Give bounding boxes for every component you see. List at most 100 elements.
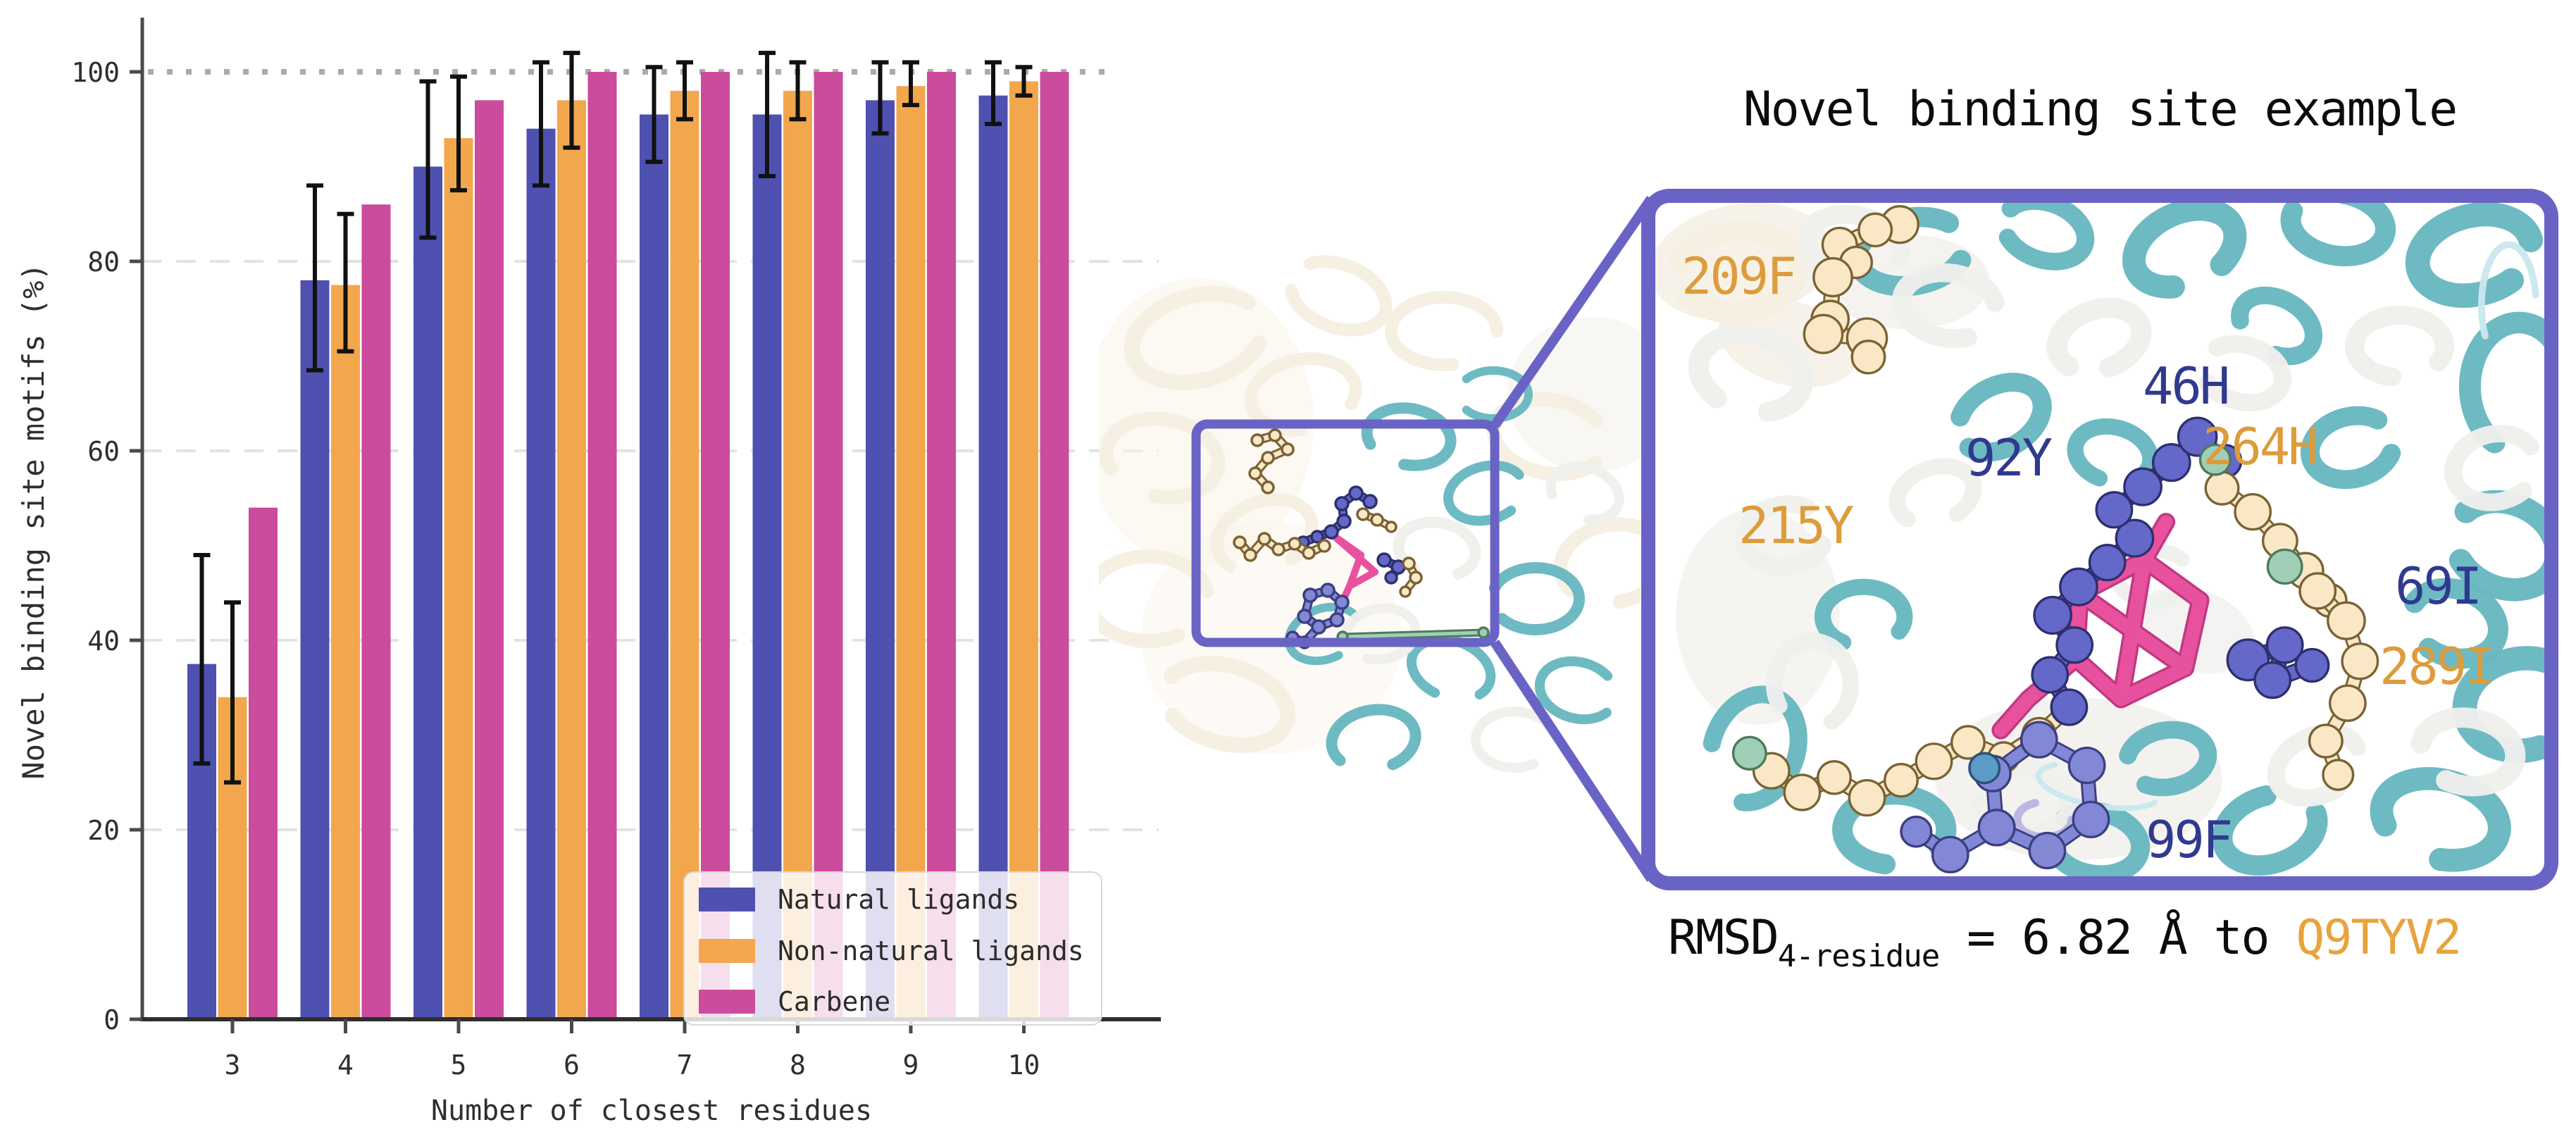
bars bbox=[187, 72, 1069, 1020]
residue-chain bbox=[1356, 507, 1398, 533]
ribbon bbox=[2231, 286, 2322, 366]
atom-ball bbox=[1950, 725, 1986, 760]
ribbon bbox=[1950, 373, 2052, 462]
residue-chain bbox=[1900, 809, 2016, 873]
atom-ball bbox=[1233, 535, 1247, 549]
bar-carbene-10 bbox=[1040, 72, 1069, 1019]
connector-line-bottom bbox=[1491, 640, 1655, 882]
atom-ball bbox=[1858, 212, 1893, 248]
right-panel-title: Novel binding site example bbox=[1743, 82, 2458, 137]
bar-carbene-7 bbox=[701, 72, 730, 1019]
binding-site-zoom-box bbox=[1641, 189, 2558, 890]
thumbnail-zoom-rect bbox=[1191, 419, 1500, 647]
ribbon bbox=[1998, 203, 2095, 270]
ligand-stick-mini bbox=[1331, 533, 1379, 575]
ribbon bbox=[1470, 707, 1553, 773]
y-tick-label: 0 bbox=[104, 1004, 120, 1035]
atom-ball bbox=[2253, 661, 2292, 699]
residue-chain bbox=[1336, 626, 1490, 643]
bar-non-natural-ligands-9 bbox=[896, 86, 926, 1019]
bar-natural-ligands-10 bbox=[978, 95, 1008, 1019]
rmsd-caption: RMSD4-residue = 6.82 Å to Q9TYV2 bbox=[1668, 910, 2462, 974]
ribbon bbox=[1462, 366, 1533, 423]
ribbon bbox=[2452, 646, 2544, 764]
residue-label-215Y: 215Y bbox=[1738, 496, 1854, 555]
ribbon bbox=[2410, 707, 2526, 797]
atom-ball bbox=[1812, 257, 1853, 298]
ribbon bbox=[2212, 785, 2328, 876]
ribbon bbox=[1669, 220, 1808, 324]
atom-ball bbox=[1257, 532, 1271, 546]
atom-ball bbox=[1334, 595, 1350, 610]
atom-ball bbox=[1334, 496, 1350, 511]
atom-ball bbox=[1477, 626, 1490, 639]
x-tick-label: 9 bbox=[903, 1050, 919, 1081]
ribbon bbox=[2458, 311, 2544, 454]
atom-ball bbox=[1243, 548, 1257, 562]
x-tick-label: 6 bbox=[564, 1050, 580, 1081]
bar-natural-ligands-4 bbox=[300, 280, 330, 1019]
legend-swatch-1 bbox=[699, 888, 755, 911]
x-tick-label: 5 bbox=[451, 1050, 467, 1081]
ribbon bbox=[2036, 761, 2158, 811]
atom-ball bbox=[1399, 585, 1412, 598]
ribbon bbox=[1393, 516, 1481, 580]
legend-label-1: Natural ligands bbox=[778, 884, 1019, 915]
atom-ball bbox=[1250, 433, 1264, 447]
ligand-stick bbox=[1993, 692, 2035, 737]
ligand-stick bbox=[2137, 515, 2173, 567]
atom-ball bbox=[1848, 779, 1886, 817]
atom-ball bbox=[2067, 746, 2106, 785]
stick bbox=[1340, 630, 1486, 639]
ribbon bbox=[1341, 603, 1421, 665]
residue-chain bbox=[2266, 548, 2303, 585]
ribbon bbox=[2280, 203, 2396, 267]
residue-chain bbox=[2298, 572, 2379, 791]
atom-ball bbox=[2050, 688, 2089, 726]
ribbon bbox=[1688, 324, 1814, 422]
atom-ball bbox=[2095, 491, 2134, 529]
atom-ball bbox=[1329, 612, 1345, 628]
bar-chart: 0 20 40 60 80 100 3 4 5 6 7 8 9 10 Number of closest r… bbox=[16, 18, 1161, 1127]
x-tick-label: 10 bbox=[1008, 1050, 1040, 1081]
residue-chain bbox=[2198, 443, 2232, 476]
ribbon bbox=[2444, 425, 2540, 511]
ribbon bbox=[1284, 255, 1393, 337]
atom-ball bbox=[1324, 524, 1339, 540]
atom-ball bbox=[1271, 542, 1286, 556]
atom-ball bbox=[2322, 759, 2355, 791]
atom-ball bbox=[1261, 480, 1275, 494]
ribbon bbox=[1124, 286, 1267, 390]
atom-ball bbox=[2020, 721, 2058, 759]
residue-chain bbox=[1297, 583, 1350, 635]
residue-chain bbox=[1296, 485, 1378, 549]
residue-chain bbox=[1399, 556, 1423, 598]
ribbon bbox=[1735, 495, 1832, 576]
atom-ball bbox=[1268, 428, 1282, 442]
ribbon bbox=[1814, 578, 1913, 651]
ligand-stick-mini bbox=[1346, 568, 1379, 590]
atom-ball bbox=[2031, 656, 2070, 694]
ribbon bbox=[1889, 458, 1982, 528]
ligand-stick bbox=[2073, 587, 2192, 675]
residue-chain bbox=[2226, 626, 2330, 699]
atom-ball bbox=[2151, 442, 2191, 483]
bar-natural-ligands-9 bbox=[866, 100, 895, 1020]
atom-ball bbox=[2298, 572, 2337, 610]
bar-non-natural-ligands-6 bbox=[557, 100, 586, 1020]
residue-label-264H: 264H bbox=[2203, 417, 2318, 476]
atom-ball bbox=[1816, 760, 1852, 795]
atom-ball bbox=[2204, 471, 2240, 506]
atom-ball bbox=[2341, 642, 2379, 680]
residue-chain bbox=[1248, 428, 1295, 494]
legend-label-2: Non-natural ligands bbox=[778, 935, 1084, 966]
ligand-stick bbox=[2069, 652, 2128, 707]
atom-ball bbox=[2123, 467, 2163, 506]
atom-ball bbox=[1348, 485, 1364, 501]
residue-chain bbox=[1731, 735, 1767, 771]
atom-ball bbox=[1850, 340, 1886, 375]
atom-ball bbox=[2328, 684, 2367, 722]
ligand-stick bbox=[2114, 661, 2192, 707]
ligand-stick bbox=[2137, 553, 2208, 607]
